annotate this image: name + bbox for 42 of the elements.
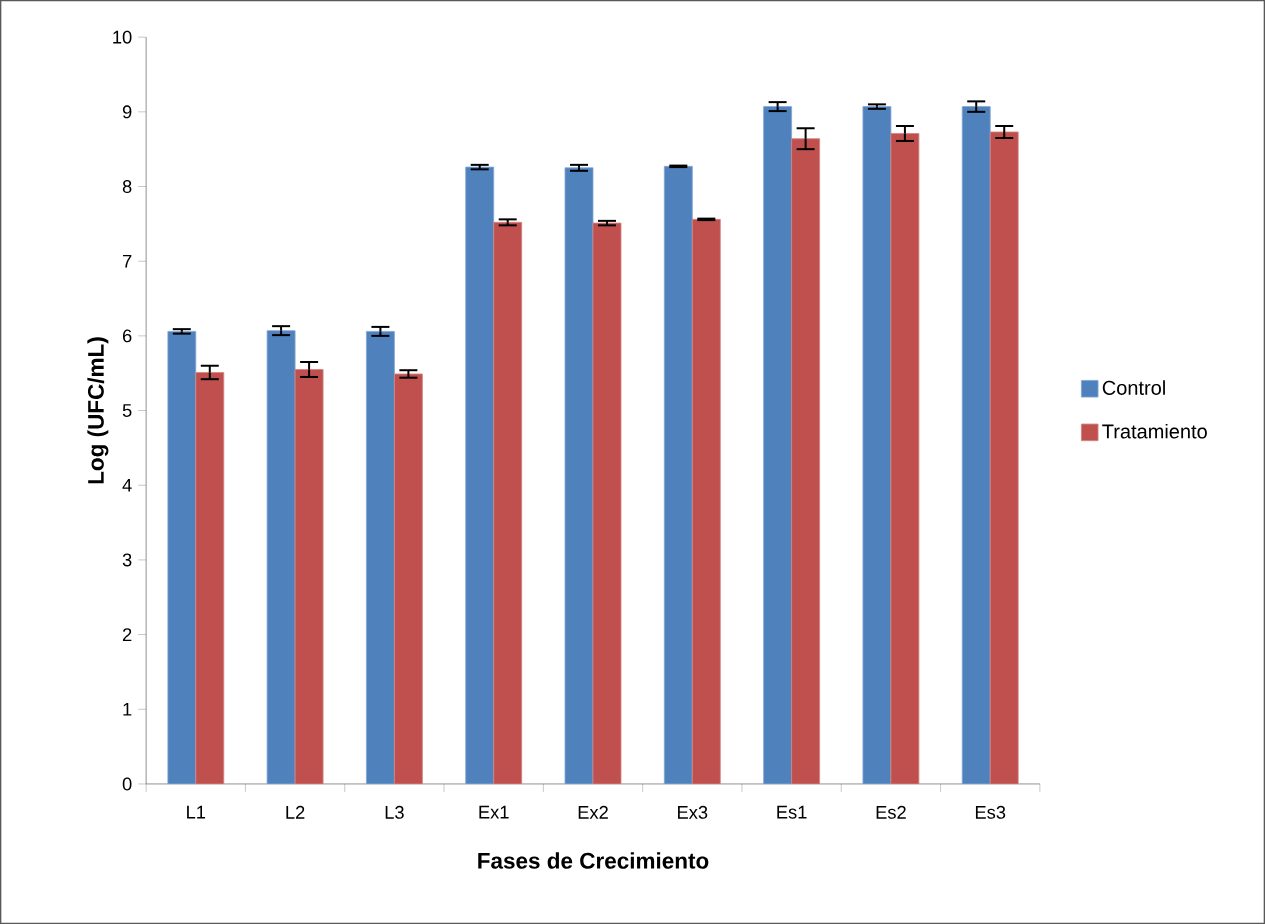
bar: [791, 138, 821, 784]
y-tick-label: 2: [122, 628, 132, 641]
y-tick-label: 3: [122, 553, 132, 567]
bar: [365, 330, 395, 784]
x-tick-label: Es1: [777, 805, 807, 819]
y-tick-label: 4: [122, 478, 132, 492]
y-tick-label: 9: [122, 105, 132, 119]
y-tick-label: 7: [122, 254, 132, 268]
bar: [564, 167, 594, 784]
legend-label: Tratamiento: [1102, 423, 1207, 439]
bar: [266, 330, 296, 784]
x-tick-label: L3: [385, 805, 404, 819]
x-tick-label: Ex3: [678, 805, 708, 819]
x-axis-title: Fases de Crecimiento: [478, 852, 709, 869]
y-tick-label: 8: [122, 180, 132, 193]
x-tick-label: L2: [286, 805, 305, 819]
bar: [890, 133, 920, 784]
bar: [663, 165, 693, 784]
bar: [195, 372, 225, 784]
bar: [961, 106, 991, 784]
y-tick-label: 10: [113, 30, 132, 44]
bar: [493, 221, 523, 784]
x-tick-label: Es3: [975, 805, 1006, 819]
y-tick-label: 0: [122, 777, 132, 791]
y-axis-title: Log (UFC/mL): [87, 337, 109, 484]
bar: [294, 369, 324, 784]
x-tick-label: Ex2: [578, 805, 608, 819]
bar: [691, 218, 721, 784]
x-tick-label: Ex1: [479, 805, 509, 819]
bar: [393, 373, 423, 784]
x-tick-label: L1: [187, 805, 206, 819]
bar: [465, 166, 495, 784]
bar: [763, 106, 793, 784]
x-tick-label: Es2: [876, 805, 906, 819]
y-tick-label: 5: [122, 404, 132, 417]
bar: [862, 106, 892, 784]
legend-label: Control: [1102, 380, 1165, 395]
y-tick-label: 1: [123, 702, 132, 716]
y-tick-label: 6: [122, 329, 132, 343]
bar: [592, 222, 622, 784]
bar: [989, 131, 1019, 784]
bar: [167, 330, 197, 784]
